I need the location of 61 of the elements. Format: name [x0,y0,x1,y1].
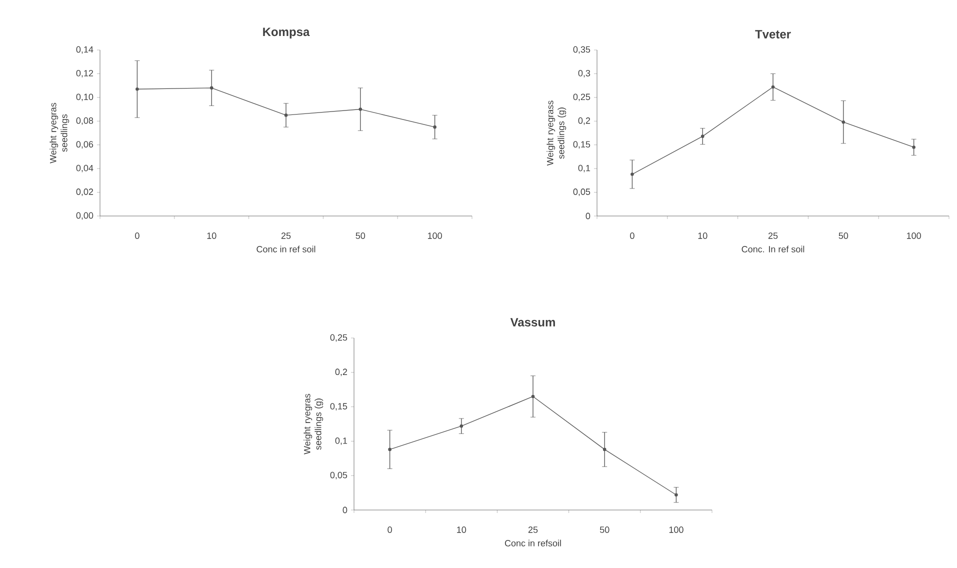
x-tick-label: 25 [768,232,778,239]
x-tick-label: 10 [457,526,466,533]
point [433,125,436,129]
y-tick-label: 0,3 [578,70,590,78]
y-tick-label: 0,1 [578,164,590,172]
y-tick-label: 0,04 [76,164,94,172]
point [842,120,846,124]
point [284,114,288,117]
y-tick-label: 0,2 [335,368,348,376]
y-tick-label: 0,12 [76,70,94,78]
y-tick-label: 0,08 [76,117,94,125]
x-tick-label: 0 [135,232,140,239]
point [210,86,214,90]
point [358,108,362,111]
chart-title: Kompsa [263,28,310,38]
point [388,448,392,452]
y-tick-label: 0,1 [335,437,348,445]
x-axis-title: Conc in ref soil [256,246,316,252]
y-tick-label: 0,15 [330,403,348,411]
y-axis-title: Weight ryegrass seedlings (g) [546,100,566,166]
point [674,493,678,497]
x-tick-label: 100 [669,526,684,533]
y-tick-label: 0,25 [573,94,590,102]
x-tick-label: 100 [906,232,921,239]
point [912,146,916,149]
point [136,87,139,91]
x-tick-label: 25 [281,232,291,239]
x-axis-title: Conc. In ref soil [742,246,804,252]
y-tick-label: 0,15 [573,141,590,149]
y-axis-title: Weight ryegras seedlings [50,102,70,164]
x-tick-label: 100 [428,232,442,239]
point [630,172,634,176]
x-tick-label: 10 [698,232,708,239]
x-tick-label: 0 [388,526,392,533]
x-tick-label: 50 [600,526,610,533]
y-tick-label: 0,00 [76,212,94,220]
y-tick-label: 0,2 [578,117,590,125]
point [700,134,704,138]
y-tick-label: 0,25 [330,334,348,342]
y-tick-label: 0,06 [76,141,94,149]
x-tick-label: 10 [207,232,216,239]
x-tick-label: 0 [630,232,634,239]
y-axis-title: Weight ryegras seedlings (g) [304,394,324,454]
y-tick-label: 0,10 [76,94,94,102]
x-tick-label: 50 [838,232,848,239]
y-tick-label: 0,05 [573,188,590,196]
y-tick-label: 0,14 [76,46,94,54]
chart-title: Vassum [510,318,555,326]
y-tick-label: 0,35 [573,46,590,54]
chart-title: Tveter [755,30,791,38]
x-tick-label: 50 [356,232,366,239]
y-tick-label: 0,02 [76,188,94,196]
x-tick-label: 25 [528,526,538,533]
point [771,85,775,89]
x-axis-title: Conc in refsoil [504,540,561,546]
point [460,424,464,428]
point [531,394,535,398]
y-tick-label: 0 [586,212,590,220]
y-tick-label: 0 [342,506,348,514]
point [602,448,606,452]
y-tick-label: 0,05 [330,472,348,480]
